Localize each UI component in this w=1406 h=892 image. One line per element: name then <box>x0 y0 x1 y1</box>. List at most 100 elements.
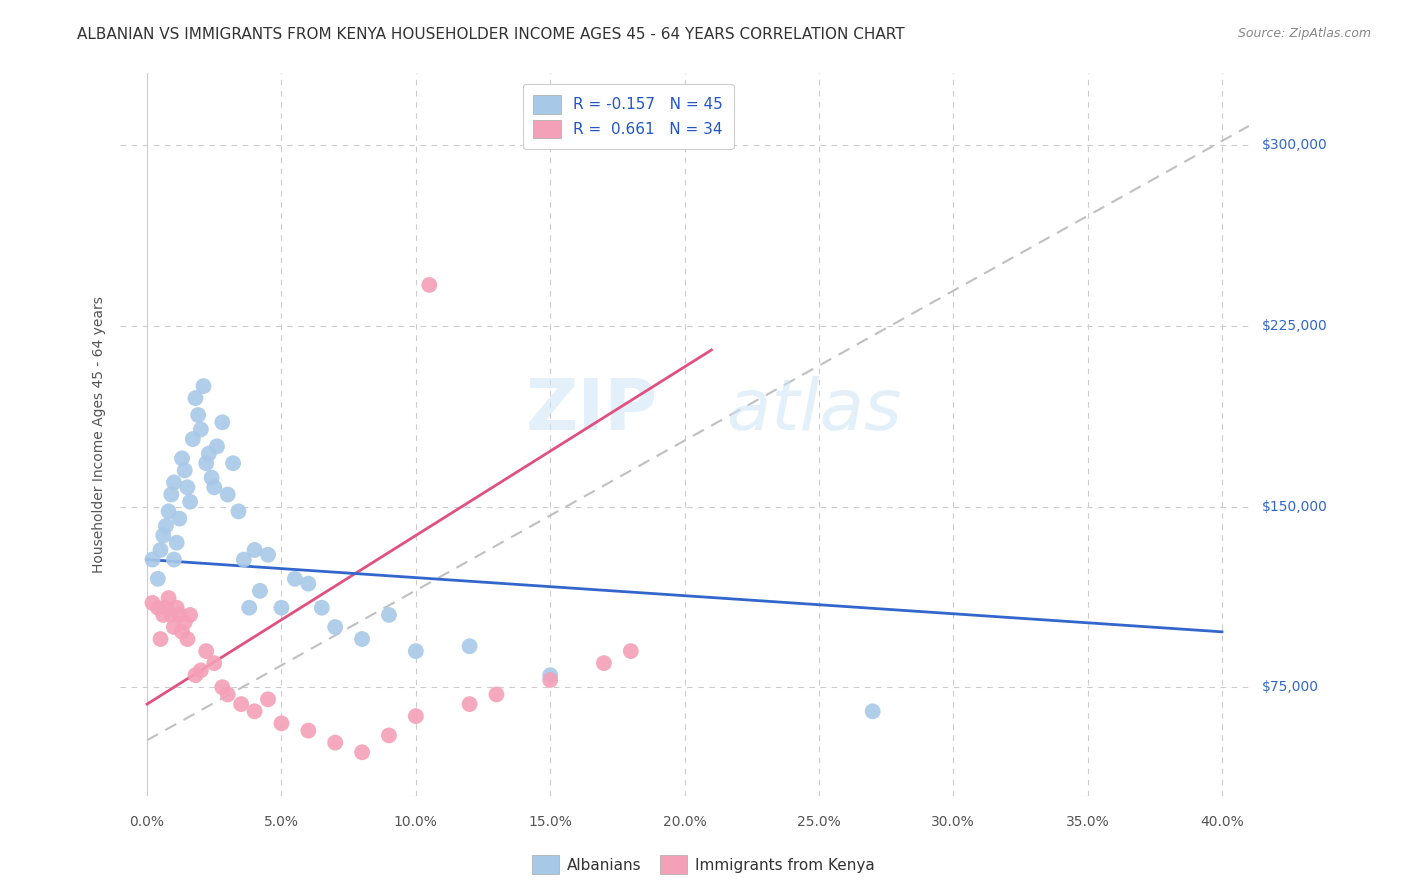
Text: 25.0%: 25.0% <box>797 815 841 829</box>
Point <box>311 600 333 615</box>
Point <box>173 463 195 477</box>
Point <box>163 552 186 566</box>
Point <box>193 379 215 393</box>
Text: Source: ZipAtlas.com: Source: ZipAtlas.com <box>1237 27 1371 40</box>
Text: 30.0%: 30.0% <box>931 815 976 829</box>
Point <box>187 408 209 422</box>
Point <box>155 600 177 615</box>
Point <box>458 640 481 654</box>
Point <box>152 607 174 622</box>
Point <box>222 456 245 470</box>
Point <box>146 572 169 586</box>
Point <box>211 415 233 429</box>
Text: $150,000: $150,000 <box>1263 500 1329 514</box>
Point <box>202 480 225 494</box>
Point <box>160 487 183 501</box>
Legend: R = -0.157   N = 45, R =  0.661   N = 34: R = -0.157 N = 45, R = 0.661 N = 34 <box>523 84 734 149</box>
Point <box>238 600 260 615</box>
Point <box>163 620 186 634</box>
Point <box>198 446 221 460</box>
Point <box>323 620 346 634</box>
Point <box>190 664 212 678</box>
Point <box>173 615 195 630</box>
Text: atlas: atlas <box>658 376 901 445</box>
Point <box>184 668 207 682</box>
Point <box>181 432 204 446</box>
Text: $225,000: $225,000 <box>1263 319 1329 333</box>
Text: $300,000: $300,000 <box>1263 138 1329 153</box>
Point <box>284 572 307 586</box>
Point <box>378 728 401 742</box>
Point <box>862 704 884 718</box>
Text: 40.0%: 40.0% <box>1201 815 1244 829</box>
Point <box>205 439 228 453</box>
Point <box>200 470 222 484</box>
Point <box>538 673 561 687</box>
Point <box>176 480 198 494</box>
Point <box>323 736 346 750</box>
Point <box>232 552 254 566</box>
Y-axis label: Householder Income Ages 45 - 64 years: Householder Income Ages 45 - 64 years <box>93 296 107 573</box>
Point <box>190 422 212 436</box>
Point <box>179 607 201 622</box>
Point <box>228 504 250 518</box>
Point <box>243 704 266 718</box>
Point <box>249 583 271 598</box>
Point <box>149 543 172 558</box>
Point <box>163 475 186 490</box>
Point <box>166 600 188 615</box>
Point <box>195 644 218 658</box>
Text: ALBANIAN VS IMMIGRANTS FROM KENYA HOUSEHOLDER INCOME AGES 45 - 64 YEARS CORRELAT: ALBANIAN VS IMMIGRANTS FROM KENYA HOUSEH… <box>77 27 905 42</box>
Point <box>141 552 163 566</box>
Point <box>152 528 174 542</box>
Point <box>141 596 163 610</box>
Point <box>231 697 253 711</box>
Point <box>257 692 280 706</box>
Point <box>405 644 427 658</box>
Point <box>149 632 172 646</box>
Point <box>169 511 191 525</box>
Legend: Albanians, Immigrants from Kenya: Albanians, Immigrants from Kenya <box>526 849 880 880</box>
Point <box>257 548 280 562</box>
Point <box>195 456 218 470</box>
Point <box>211 680 233 694</box>
Text: 10.0%: 10.0% <box>394 815 437 829</box>
Text: 35.0%: 35.0% <box>1066 815 1109 829</box>
Point <box>352 745 374 759</box>
Point <box>378 607 401 622</box>
Text: 0.0%: 0.0% <box>129 815 165 829</box>
Point <box>217 688 239 702</box>
Point <box>270 716 292 731</box>
Point <box>297 576 319 591</box>
Point <box>458 697 481 711</box>
Point <box>157 504 180 518</box>
Point <box>160 607 183 622</box>
Point <box>217 487 239 501</box>
Text: $75,000: $75,000 <box>1263 681 1319 694</box>
Text: 5.0%: 5.0% <box>264 815 299 829</box>
Point <box>243 543 266 558</box>
Point <box>352 632 374 646</box>
Point <box>157 591 180 606</box>
Point <box>538 668 561 682</box>
Point <box>485 688 508 702</box>
Text: 15.0%: 15.0% <box>529 815 572 829</box>
Point <box>418 277 440 292</box>
Point <box>169 607 191 622</box>
Point <box>146 600 169 615</box>
Point <box>620 644 643 658</box>
Point <box>176 632 198 646</box>
Point <box>184 391 207 405</box>
Point <box>202 656 225 670</box>
Point <box>405 709 427 723</box>
Point <box>270 600 292 615</box>
Point <box>170 451 193 466</box>
Point <box>297 723 319 738</box>
Point <box>593 656 616 670</box>
Point <box>170 624 193 639</box>
Text: 20.0%: 20.0% <box>662 815 706 829</box>
Text: ZIP: ZIP <box>526 376 658 445</box>
Point <box>179 494 201 508</box>
Point <box>166 535 188 549</box>
Point <box>155 519 177 533</box>
